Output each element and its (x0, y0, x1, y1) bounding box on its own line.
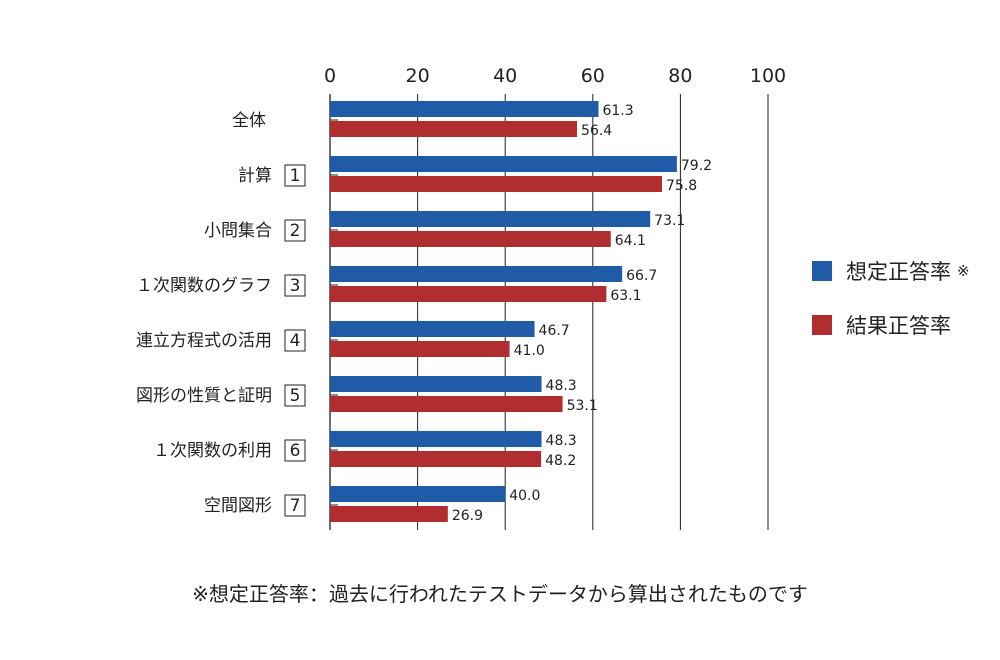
data-label-expected: 66.7 (626, 268, 657, 284)
category-number-box (284, 274, 306, 297)
bar-result (330, 451, 542, 467)
category-number: 1 (290, 166, 301, 186)
bar-expected (330, 376, 542, 392)
tick-label: 80 (668, 65, 692, 87)
category-label: 図形の性質と証明 (136, 386, 272, 406)
category-number-box (284, 219, 306, 242)
category-number: 5 (290, 386, 301, 406)
data-label-expected: 73.1 (654, 213, 685, 229)
data-label-result: 56.4 (581, 123, 612, 139)
data-label-expected: 48.3 (546, 378, 577, 394)
category-label: 空間図形 (204, 496, 272, 516)
category-number: 7 (290, 496, 301, 516)
tick-label: 20 (406, 65, 430, 87)
bar-expected (330, 486, 506, 502)
category-label: 小問集合 (204, 221, 272, 241)
bar-expected (330, 156, 677, 172)
category-number: 6 (290, 441, 301, 461)
bar-expected (330, 321, 535, 337)
category-label: 全体 (232, 111, 266, 131)
bars: 61.3 56.4 79.2 75.8 73.1 64.1 66.7 63.1 46.7 41.0… (330, 101, 712, 524)
category-number-box (284, 494, 306, 517)
bar-result (330, 341, 510, 357)
data-label-expected: 40.0 (509, 488, 540, 504)
bar-result (330, 176, 663, 192)
legend-item-expected: 想定正答率 ※ (812, 256, 970, 286)
data-label-result: 75.8 (666, 178, 697, 194)
data-label-result: 41.0 (514, 343, 545, 359)
category-number: 4 (290, 331, 301, 351)
bar-expected (330, 266, 623, 282)
bar-expected (330, 101, 599, 117)
bar-result (330, 286, 607, 302)
category-label: 連立方程式の活用 (136, 331, 272, 351)
footnote: ※想定正答率：過去に行われたテストデータから算出されたものです (192, 582, 808, 606)
category-label: １次関数のグラフ (136, 276, 272, 296)
data-label-result: 63.1 (610, 288, 641, 304)
legend-swatch-result (812, 315, 832, 335)
data-label-expected: 48.3 (546, 433, 577, 449)
category-label: １次関数の利用 (153, 441, 272, 461)
bar-result (330, 121, 578, 137)
legend-item-result: 結果正答率 (812, 310, 951, 340)
bar-expected (330, 211, 651, 227)
bar-result (330, 396, 563, 412)
category-number: 3 (290, 276, 301, 296)
bar-result (330, 506, 448, 522)
category-number-box (284, 384, 306, 407)
legend-label-expected: 想定正答率 (846, 260, 951, 284)
tick-label: 100 (750, 65, 786, 87)
legend-swatch-expected (812, 261, 832, 281)
data-label-result: 26.9 (452, 508, 483, 524)
legend-note-mark: ※ (957, 262, 970, 280)
bar-result (330, 231, 611, 247)
data-label-expected: 79.2 (681, 158, 712, 174)
data-label-expected: 46.7 (539, 323, 570, 339)
data-label-expected: 61.3 (602, 103, 633, 119)
data-label-result: 48.2 (545, 453, 576, 469)
tick-label: 60 (581, 65, 605, 87)
category-number-box (284, 439, 306, 462)
axis-ticks: 0 20 40 60 80 100 (324, 65, 786, 87)
data-label-result: 53.1 (567, 398, 598, 414)
category-number-box (284, 329, 306, 352)
tick-label: 40 (493, 65, 517, 87)
category-number-box (284, 164, 306, 187)
tick-label: 0 (324, 65, 336, 87)
bar-expected (330, 431, 542, 447)
data-label-result: 64.1 (615, 233, 646, 249)
legend-label-result: 結果正答率 (846, 314, 951, 338)
category-number: 2 (290, 221, 301, 241)
category-label: 計算 (238, 166, 272, 186)
